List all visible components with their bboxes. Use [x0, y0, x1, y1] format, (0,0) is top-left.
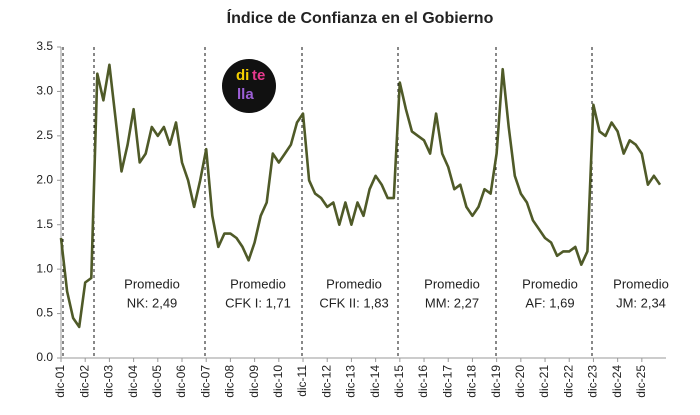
x-tick-label: dic-25	[634, 365, 648, 398]
annotation: Promedio	[230, 276, 286, 291]
y-tick-label: 2.0	[36, 172, 53, 186]
x-tick-label: dic-24	[610, 365, 624, 398]
annotation: Promedio	[522, 276, 578, 291]
y-tick-label: 1.0	[36, 261, 53, 275]
annotation: Promedio	[613, 276, 669, 291]
logo-circle	[222, 59, 276, 113]
annotation: Promedio	[124, 276, 180, 291]
y-tick-label: 2.5	[36, 128, 53, 142]
x-tick-label: dic-09	[247, 365, 261, 398]
y-tick-label: 3.5	[36, 39, 53, 53]
annotation: Promedio	[424, 276, 480, 291]
annotation: JM: 2,34	[616, 295, 666, 310]
line	[59, 63, 662, 329]
x-tick-label: dic-18	[465, 365, 479, 398]
x-tick-label: dic-01	[53, 365, 67, 398]
y-tick-label: 0.0	[36, 350, 53, 364]
x-tick-label: dic-19	[489, 365, 503, 398]
x-tick-label: dic-05	[150, 365, 164, 398]
x-tick-label: dic-11	[295, 365, 309, 397]
x-tick-label: dic-03	[102, 365, 116, 398]
y-tick-label: 1.5	[36, 217, 53, 231]
x-tick-label: dic-20	[513, 365, 527, 398]
annotation: AF: 1,69	[525, 295, 574, 310]
x-tick-label: dic-04	[126, 365, 140, 398]
x-tick-label: dic-21	[537, 365, 551, 398]
annotation: NK: 2,49	[127, 295, 178, 310]
annotation: CFK II: 1,83	[319, 295, 388, 310]
logo-text: di	[236, 67, 249, 84]
x-tick-label: dic-17	[440, 365, 454, 398]
logo: di te lla	[222, 59, 276, 113]
x-tick-label: dic-13	[344, 365, 358, 398]
x-tick-label: dic-06	[174, 365, 188, 398]
x-tick-label: dic-14	[368, 365, 382, 398]
x-tick-label: dic-02	[77, 365, 91, 398]
x-tick-label: dic-16	[416, 365, 430, 398]
y-tick-label: 0.5	[36, 306, 53, 320]
x-tick-label: dic-15	[392, 365, 406, 398]
x-tick-label: dic-07	[198, 365, 212, 398]
x-tick-label: dic-10	[271, 365, 285, 398]
annotation: MM: 2,27	[425, 295, 479, 310]
annotation: Promedio	[326, 276, 382, 291]
chart-title: Índice de Confianza en el Gobierno	[227, 8, 494, 27]
annotation: CFK I: 1,71	[225, 295, 291, 310]
dividers	[62, 47, 593, 358]
x-tick-label: dic-22	[561, 365, 575, 398]
x-tick-label: dic-12	[319, 365, 333, 398]
logo-text: lla	[237, 86, 254, 103]
logo-text: te	[252, 67, 265, 84]
y-tick-label: 3.0	[36, 84, 53, 98]
x-tick-label: dic-08	[223, 365, 237, 398]
x-tick-label: dic-23	[586, 365, 600, 398]
